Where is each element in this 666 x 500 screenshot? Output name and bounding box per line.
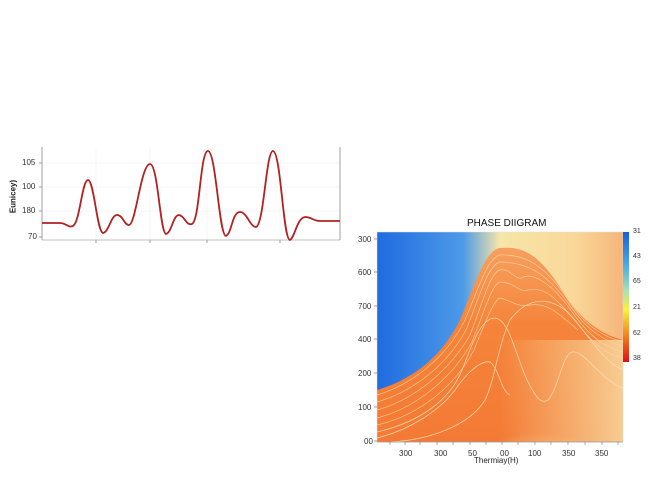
line-chart: 105 100 180 70 Eunicey) [0, 140, 350, 250]
x-tick-label: 350 [595, 449, 609, 458]
y-tick-label: 100 [358, 403, 372, 412]
colorbar-label: 38 [633, 355, 641, 362]
colorbar-label: 21 [633, 304, 641, 311]
x-axis-label: Thermiay(H) [474, 456, 519, 465]
y-tick-label: 200 [358, 369, 372, 378]
y-tick-label: 600 [358, 268, 372, 277]
y-tick-label: 00 [364, 437, 373, 446]
line-chart-canvas [39, 147, 341, 243]
y-tick-label: 700 [358, 302, 372, 311]
colorbar-label: 65 [633, 278, 641, 285]
phase-diagram: PHASE DIIGRAM [350, 210, 666, 470]
x-tick-label: 300 [434, 449, 448, 458]
yellow-region [470, 392, 610, 442]
signal-line [42, 150, 340, 241]
y-tick-label: 180 [22, 206, 36, 215]
x-tick-label: 100 [528, 449, 542, 458]
x-tick-label: 300 [399, 449, 413, 458]
x-tick-label: 350 [562, 449, 576, 458]
y-tick-label: 70 [28, 232, 37, 241]
colorbar-label: 31 [633, 228, 641, 235]
y-axis-label: Eunicey) [8, 179, 18, 214]
x-tick-label: 00 [500, 449, 509, 458]
y-tick-label: 105 [22, 158, 36, 167]
colorbar-label: 62 [633, 330, 641, 337]
grid [42, 147, 340, 240]
y-tick-label: 400 [358, 335, 372, 344]
chart-title: PHASE DIIGRAM [467, 218, 547, 229]
phase-diagram-canvas [374, 231, 629, 445]
y-tick-label: 300 [358, 235, 372, 244]
colorbar [623, 232, 629, 362]
x-tick-label: 50 [468, 449, 477, 458]
y-tick-label: 100 [22, 182, 36, 191]
colorbar-label: 43 [633, 253, 641, 260]
